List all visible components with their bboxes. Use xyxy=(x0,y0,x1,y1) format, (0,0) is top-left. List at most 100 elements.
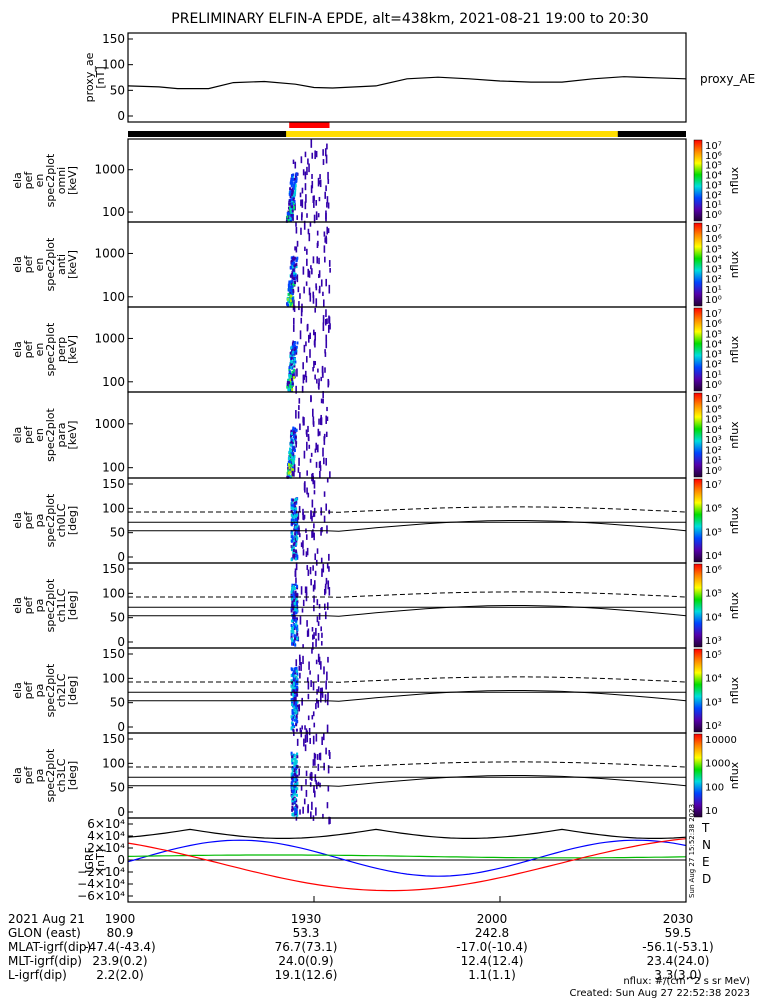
ylabel-pa_ch2-0: ela xyxy=(11,682,24,699)
spec-pixel xyxy=(317,368,319,373)
spec-pixel xyxy=(292,672,295,676)
spec-pixel xyxy=(312,195,315,203)
spec-pixel xyxy=(292,503,295,507)
colorbar-label-en_perp-0: 10⁷ xyxy=(705,309,722,320)
spec-pixel xyxy=(309,737,311,744)
spec-pixel xyxy=(298,506,301,513)
spec-pixel xyxy=(311,180,314,189)
ytick-label-pa_ch0-2: 50 xyxy=(110,526,125,540)
spec-pixel xyxy=(308,270,311,278)
spec-pixel xyxy=(300,661,302,671)
frame-en_omni xyxy=(127,138,687,223)
igrf-legend-D: D xyxy=(702,872,711,886)
colorbar-label-en_para-1: 10⁶ xyxy=(705,404,722,415)
spec-pixel xyxy=(292,498,295,502)
spec-pixel xyxy=(290,637,293,641)
spec-pixel xyxy=(293,772,296,776)
spec-pixel xyxy=(316,616,319,623)
spec-pixel xyxy=(308,727,311,736)
colorbar-label-pa_ch2-2: 10³ xyxy=(705,697,722,708)
ylabel-en_perp-4: perp xyxy=(55,337,68,362)
spec-pixel xyxy=(306,323,309,330)
spec-pixel xyxy=(288,192,291,196)
spec-pixel xyxy=(287,471,290,475)
spec-pixel xyxy=(329,816,331,824)
spec-pixel xyxy=(295,676,298,680)
ylabel-en_anti-0: ela xyxy=(11,256,24,273)
spec-pixel xyxy=(290,726,293,730)
spec-pixel xyxy=(290,377,293,381)
ytick-label-proxy_ae-0: 150 xyxy=(102,32,125,46)
spec-pixel xyxy=(295,694,297,704)
spec-pixel xyxy=(289,374,292,378)
spec-pixel xyxy=(306,547,309,556)
ytick-label-en_anti-0: 1000 xyxy=(94,246,125,260)
spec-pixel xyxy=(287,462,290,466)
ytick-label-igrf-2: 2×10⁴ xyxy=(87,841,125,855)
spec-pixel xyxy=(318,196,321,202)
spec-pixel xyxy=(301,187,304,194)
colorbar-label-pa_ch2-0: 10⁵ xyxy=(705,650,722,661)
spec-pixel xyxy=(325,340,328,349)
spec-pixel xyxy=(291,271,294,275)
ylabel-en_omni-5: [keV] xyxy=(66,166,79,195)
footer-cell: 24.0(0.9) xyxy=(278,954,334,968)
footer-cell: 19.1(12.6) xyxy=(274,968,338,982)
spec-pixel xyxy=(295,521,298,525)
spec-pixel xyxy=(313,480,316,489)
spec-pixel xyxy=(294,703,297,707)
spec-pixel xyxy=(321,691,324,698)
spec-pixel xyxy=(287,297,290,301)
spec-pixel xyxy=(293,362,296,366)
spec-pixel xyxy=(315,461,318,468)
spec-pixel xyxy=(292,357,295,361)
spec-pixel xyxy=(285,218,288,222)
spec-pixel xyxy=(290,529,293,533)
spec-pixel xyxy=(313,507,316,514)
spec-pixel xyxy=(291,700,294,704)
spec-pixel xyxy=(290,518,293,522)
spec-pixel xyxy=(313,532,315,541)
spec-pixel xyxy=(293,357,296,361)
spec-pixel xyxy=(288,366,291,370)
ylabel-en_omni-2: en xyxy=(33,174,46,188)
spec-pixel xyxy=(309,222,312,227)
spec-pixel xyxy=(290,179,293,183)
spec-pixel xyxy=(307,425,309,433)
colorbar-label-en_anti-6: 10¹ xyxy=(705,285,722,296)
spec-pixel xyxy=(292,546,295,550)
anti-loss-cone-line-pa_ch3 xyxy=(128,761,687,768)
ytick-label-igrf-5: −4×10⁴ xyxy=(77,877,125,891)
spec-pixel xyxy=(307,158,309,165)
spec-pixel xyxy=(292,197,295,201)
loss-cone-line-pa_ch2 xyxy=(128,690,687,702)
spec-pixel xyxy=(305,375,308,383)
footer-row-label: MLT-igrf(dip) xyxy=(8,954,82,968)
spec-pixel xyxy=(292,446,295,450)
colorbar-title-pa_ch1: nflux xyxy=(728,591,741,619)
ylabel-pa_ch1-2: pa xyxy=(33,599,46,613)
spec-pixel xyxy=(291,766,294,770)
spec-pixel xyxy=(288,451,291,455)
igrf-series-N xyxy=(127,839,687,877)
spec-pixel xyxy=(313,329,315,336)
spec-pixel xyxy=(292,548,295,552)
spec-pixel xyxy=(299,293,301,299)
spec-pixel xyxy=(290,457,293,461)
ylabel-pa_ch2-5: [deg] xyxy=(66,676,79,705)
spec-pixel xyxy=(306,248,308,255)
spec-pixel xyxy=(288,464,291,468)
spec-pixel xyxy=(292,682,295,686)
spec-pixel xyxy=(292,342,295,346)
spec-pixel xyxy=(317,781,320,786)
spec-pixel xyxy=(298,405,300,410)
spec-pixel xyxy=(302,169,305,176)
ylabel-pa_ch1-5: [deg] xyxy=(66,591,79,620)
spec-pixel xyxy=(295,441,298,445)
spec-pixel xyxy=(294,635,297,639)
spec-pixel xyxy=(305,429,308,435)
spec-pixel xyxy=(287,218,290,222)
spec-pixel xyxy=(291,600,294,604)
footer-row-label: L-igrf(dip) xyxy=(8,968,67,982)
ylabel-en_para-1: pef xyxy=(22,425,35,444)
